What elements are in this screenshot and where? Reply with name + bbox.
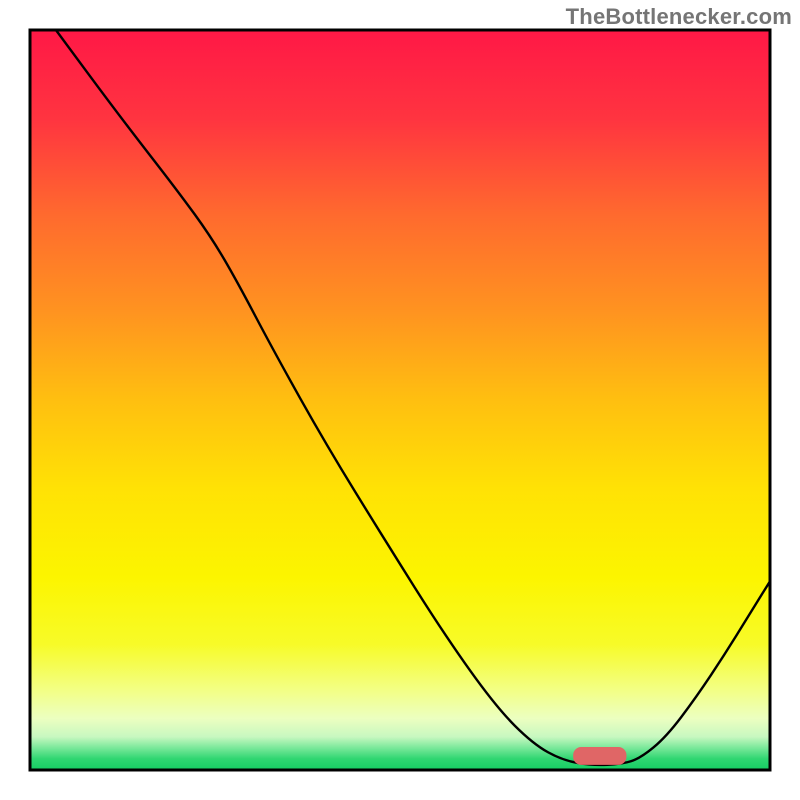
chart-canvas xyxy=(0,0,800,800)
watermark-text: TheBottlenecker.com xyxy=(566,4,792,30)
bottleneck-chart: TheBottlenecker.com xyxy=(0,0,800,800)
chart-background xyxy=(30,30,770,770)
optimal-marker xyxy=(573,747,626,765)
